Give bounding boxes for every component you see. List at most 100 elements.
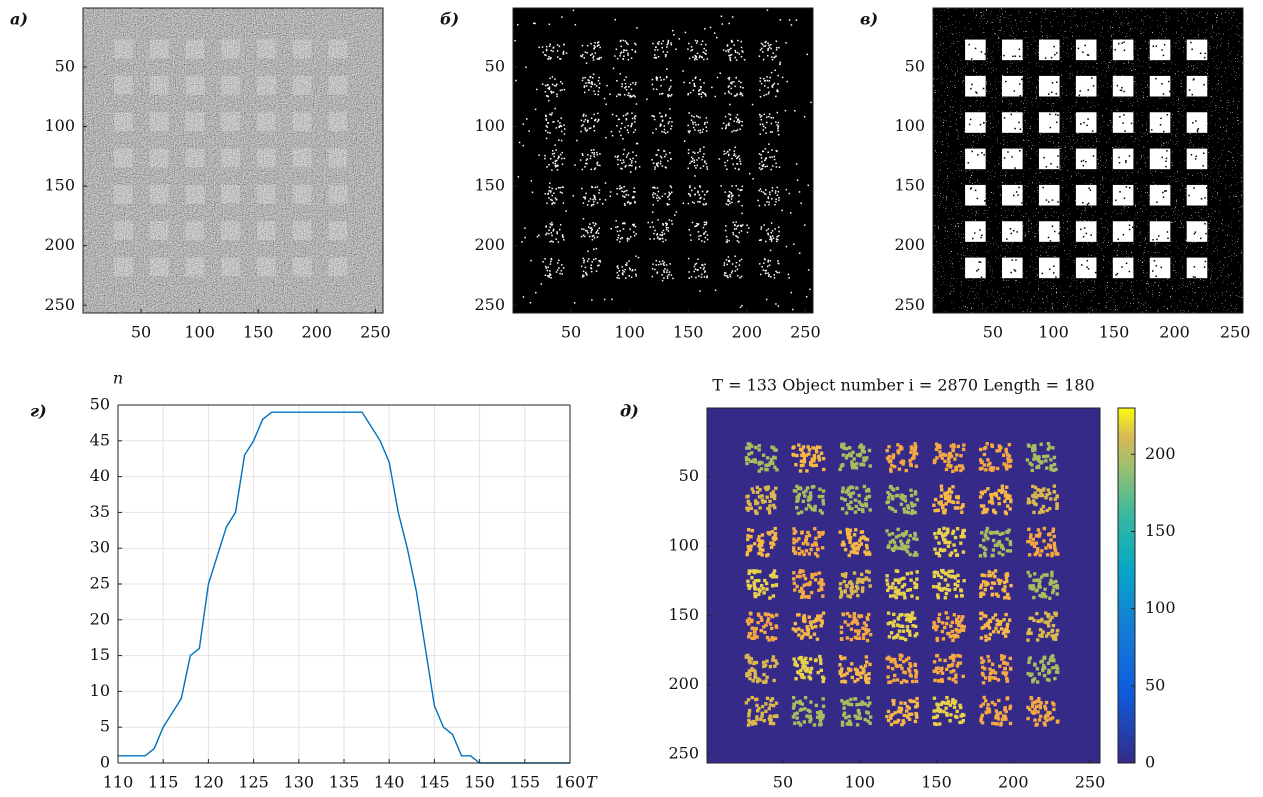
object-pixel	[822, 611, 825, 614]
noise-dot	[593, 73, 595, 75]
noise-dot	[703, 165, 705, 167]
object-pixel	[906, 550, 909, 553]
object-pixel	[745, 507, 748, 510]
object-pixel	[811, 508, 814, 511]
object-pixel	[947, 545, 950, 548]
noise-dot	[552, 162, 554, 164]
noise-dot	[777, 128, 779, 130]
object-pixel	[761, 500, 764, 503]
noise-dot	[789, 193, 791, 195]
object-pixel	[796, 664, 799, 667]
noise-dot	[1165, 166, 1167, 168]
object-pixel	[1036, 488, 1039, 491]
object-pixel	[1001, 485, 1004, 488]
noise-dot	[595, 199, 597, 201]
object-pixel	[768, 508, 771, 511]
noise-dot	[564, 128, 566, 130]
noise-dot	[556, 96, 558, 98]
noise-dot	[700, 89, 702, 91]
noise-dot	[1154, 260, 1156, 262]
object-pixel	[959, 654, 962, 657]
noise-dot	[689, 229, 691, 231]
object-pixel	[916, 702, 919, 705]
object-pixel	[868, 663, 871, 666]
object-pixel	[774, 637, 777, 640]
noise-dot	[653, 197, 655, 199]
noise-dot	[581, 120, 583, 122]
noise-dot	[668, 204, 670, 206]
noise-dot	[691, 161, 693, 163]
object-pixel	[772, 594, 775, 597]
noise-dot	[620, 128, 622, 130]
noise-dot	[772, 59, 774, 61]
object-pixel	[941, 680, 944, 683]
object-pixel	[898, 629, 901, 632]
object-pixel	[856, 716, 859, 719]
object-pixel	[1029, 536, 1032, 539]
noise-dot	[547, 122, 549, 124]
noise-dot	[768, 274, 770, 276]
noise-dot	[694, 59, 696, 61]
noise-dot	[778, 231, 780, 233]
image-square	[965, 221, 986, 242]
object-pixel	[858, 637, 861, 640]
noise-dot	[728, 92, 730, 94]
object-pixel	[956, 574, 959, 577]
object-pixel	[806, 445, 809, 448]
noise-dot	[549, 87, 551, 89]
noise-dot	[621, 266, 623, 268]
object-pixel	[762, 625, 765, 628]
x-tick-label: 145	[419, 773, 450, 792]
noise-dot	[740, 306, 742, 308]
object-pixel	[982, 681, 985, 684]
noise-dot	[1119, 116, 1121, 118]
object-pixel	[901, 532, 904, 535]
image-square	[114, 40, 133, 59]
object-pixel	[1042, 505, 1045, 508]
noise-dot	[698, 116, 700, 118]
object-pixel	[809, 620, 812, 623]
noise-dot	[975, 190, 977, 192]
noise-dot	[731, 185, 733, 187]
noise-dot	[657, 200, 659, 202]
noise-dot	[771, 123, 773, 125]
object-pixel	[860, 614, 863, 617]
object-pixel	[761, 712, 764, 715]
object-pixel	[755, 698, 758, 701]
object-pixel	[803, 720, 806, 723]
object-pixel	[1003, 589, 1006, 592]
noise-dot	[971, 151, 973, 153]
image-square	[965, 40, 986, 61]
noise-dot	[1095, 272, 1097, 274]
colorbar	[1118, 408, 1135, 763]
noise-dot	[544, 54, 546, 56]
object-pixel	[805, 661, 808, 664]
noise-dot	[619, 55, 621, 57]
object-pixel	[762, 591, 765, 594]
noise-dot	[723, 153, 725, 155]
noise-dot	[616, 193, 618, 195]
noise-dot	[658, 191, 660, 193]
noise-dot	[655, 46, 657, 48]
noise-dot	[759, 240, 761, 242]
object-pixel	[846, 612, 849, 615]
noise-dot	[629, 275, 631, 277]
object-pixel	[992, 630, 995, 633]
noise-dot	[550, 50, 552, 52]
object-pixel	[1053, 547, 1056, 550]
object-pixel	[990, 586, 993, 589]
object-pixel	[938, 528, 941, 531]
object-pixel	[906, 625, 909, 628]
noise-dot	[591, 53, 593, 55]
noise-dot	[694, 162, 696, 164]
image-square	[150, 185, 169, 204]
image-square	[150, 40, 169, 59]
noise-dot	[975, 91, 977, 93]
noise-dot	[593, 114, 595, 116]
object-pixel	[850, 703, 853, 706]
object-pixel	[804, 489, 807, 492]
object-pixel	[910, 614, 913, 617]
noise-dot	[587, 121, 589, 123]
noise-dot	[624, 149, 626, 151]
object-pixel	[955, 595, 958, 598]
